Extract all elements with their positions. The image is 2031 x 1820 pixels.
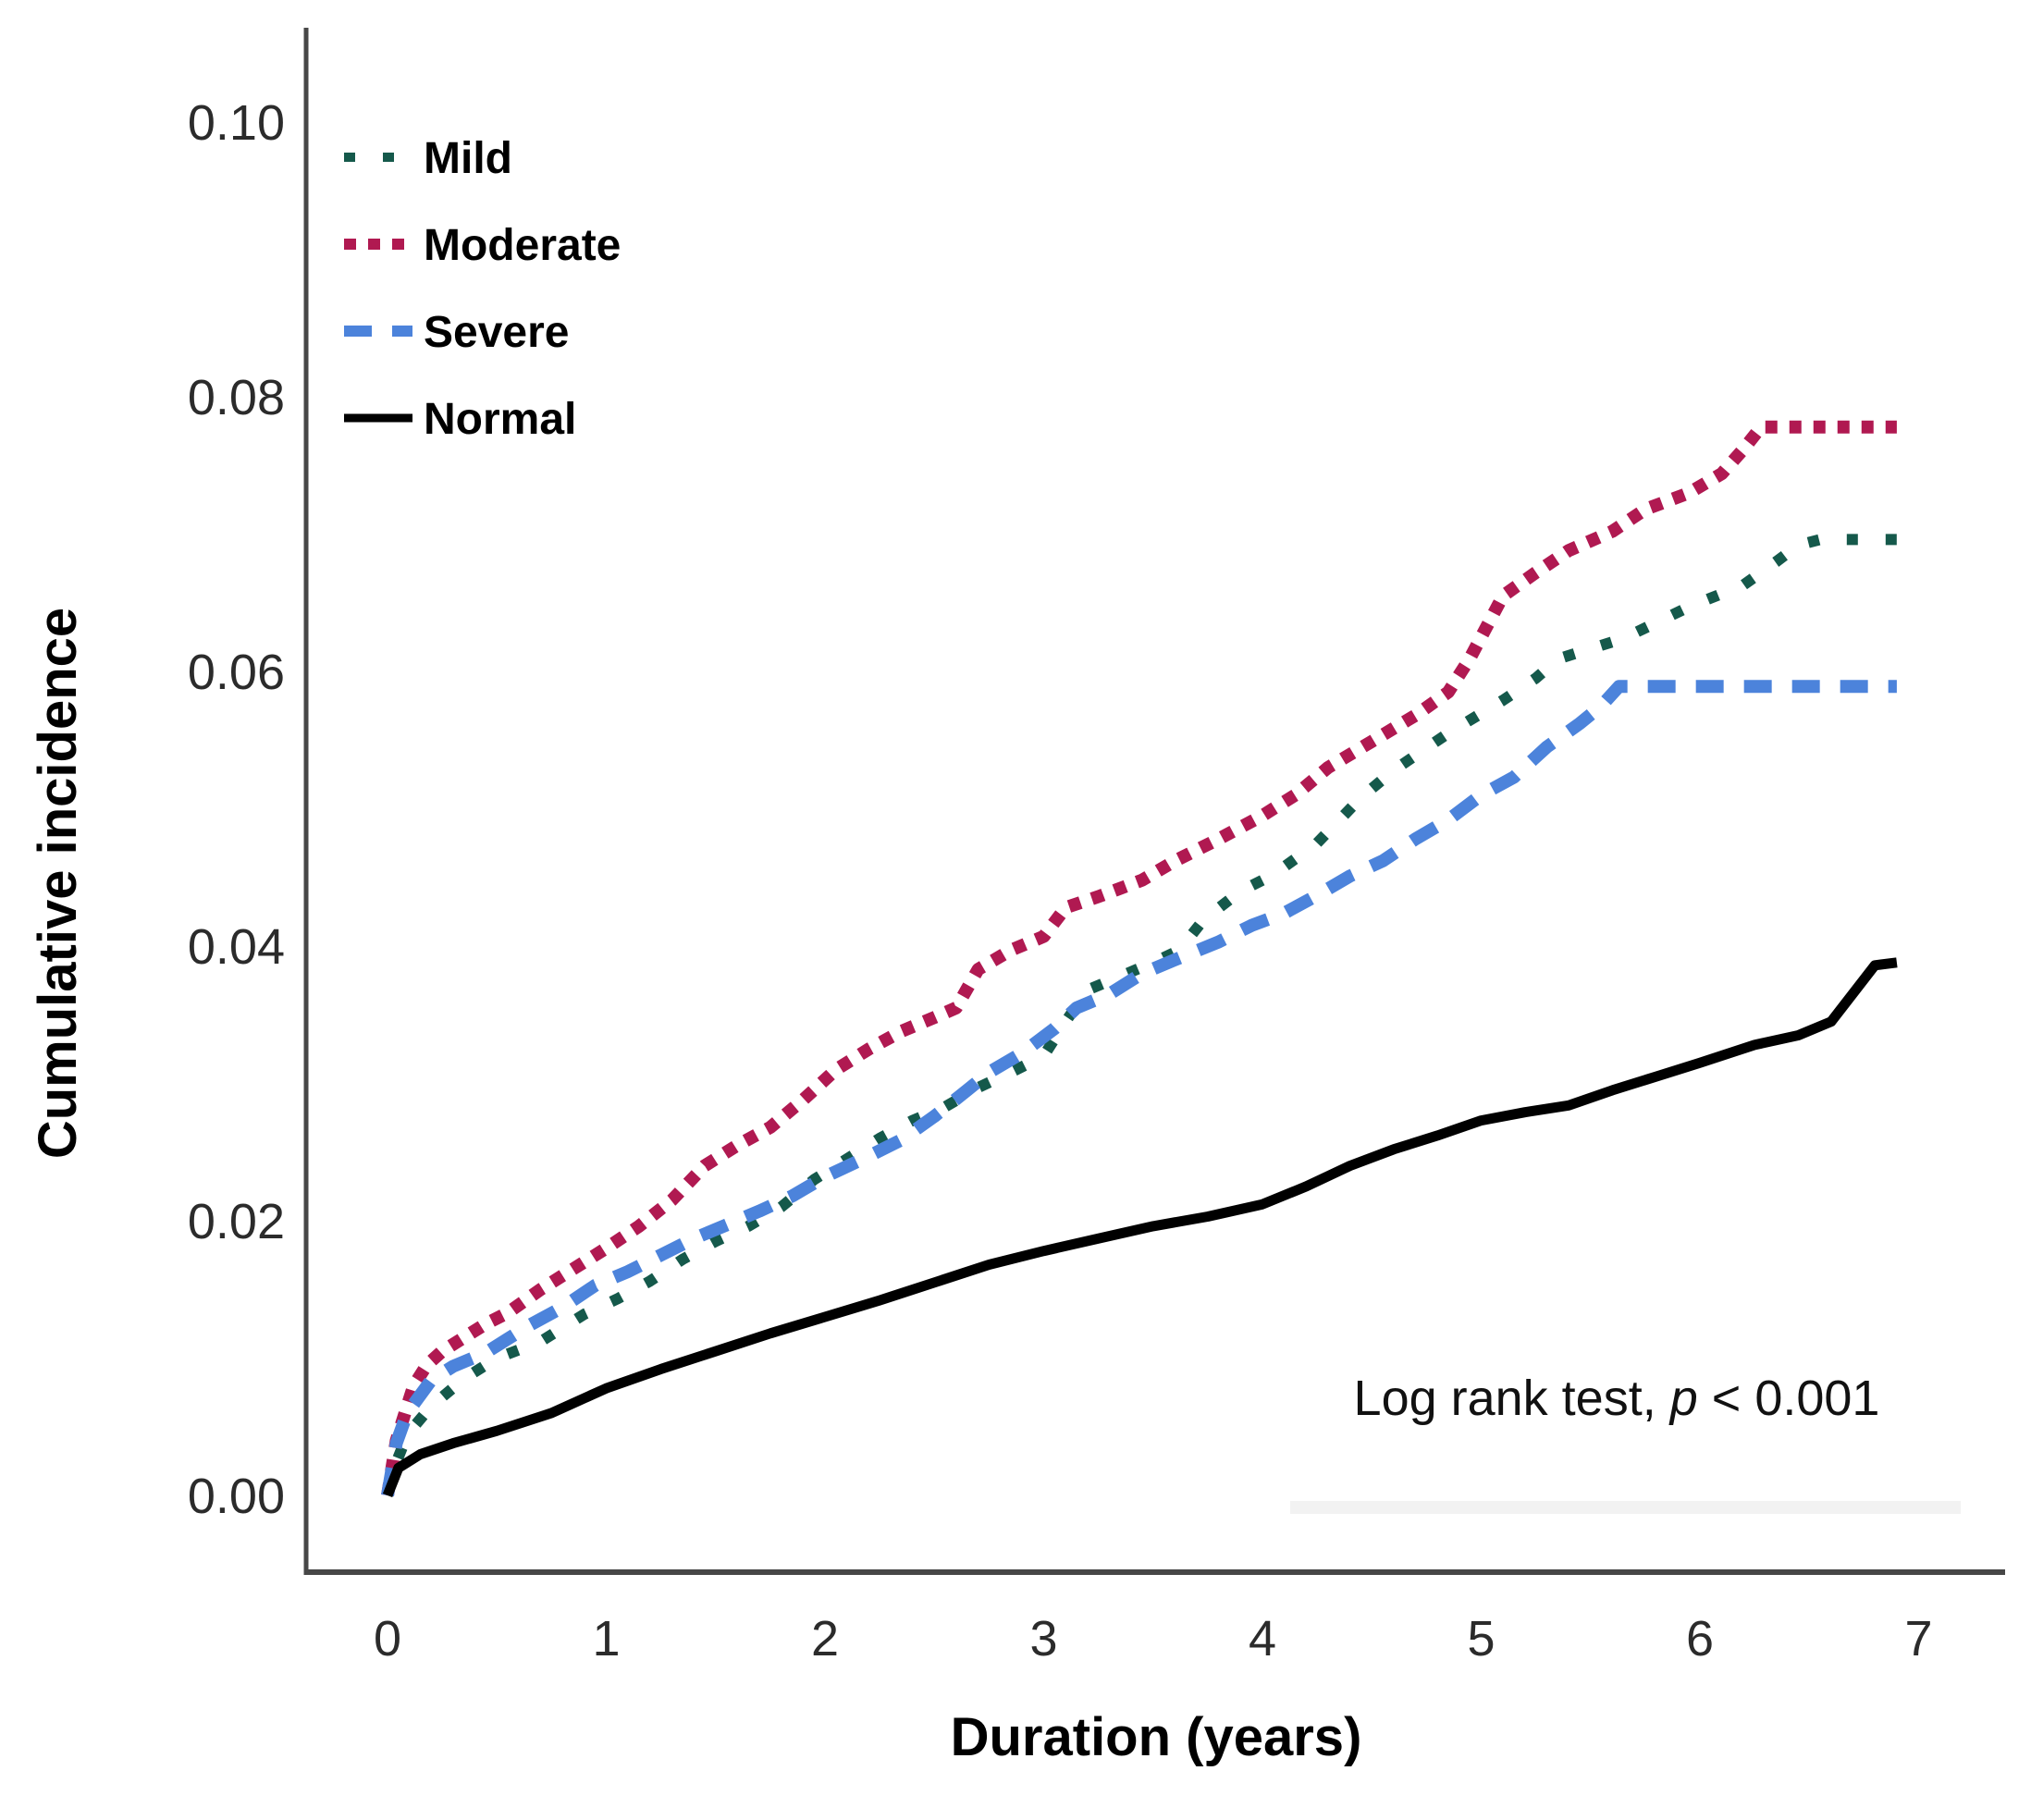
annotation-prefix: Log rank test, — [1354, 1371, 1670, 1426]
series-line-normal — [382, 957, 1898, 1498]
annotation-suffix: < 0.001 — [1698, 1371, 1880, 1426]
legend-label-mild: Mild — [424, 134, 512, 183]
x-axis-title: Duration (years) — [951, 1707, 1362, 1767]
series-line-moderate — [381, 420, 1897, 1497]
y-tick-label-0.04: 0.04 — [188, 919, 285, 975]
x-tick-label-2: 2 — [811, 1611, 839, 1666]
y-tick-label-0.02: 0.02 — [188, 1194, 285, 1249]
y-tick-label-0.00: 0.00 — [188, 1469, 285, 1524]
series-curves — [381, 420, 1898, 1498]
y-axis-tick-labels: 0.00 0.02 0.04 0.06 0.08 0.10 — [188, 95, 285, 1524]
legend: Mild Moderate Severe Normal — [344, 134, 621, 444]
y-tick-label-0.10: 0.10 — [188, 95, 285, 151]
log-rank-annotation: Log rank test, p < 0.001 — [1354, 1371, 1880, 1426]
x-tick-label-3: 3 — [1029, 1611, 1057, 1666]
x-tick-label-1: 1 — [592, 1611, 620, 1666]
annotation-p-symbol: p — [1668, 1371, 1698, 1426]
legend-label-normal: Normal — [424, 395, 576, 444]
x-tick-label-0: 0 — [374, 1611, 401, 1666]
x-tick-label-4: 4 — [1249, 1611, 1276, 1666]
x-tick-label-6: 6 — [1686, 1611, 1714, 1666]
legend-label-moderate: Moderate — [424, 221, 621, 270]
y-tick-label-0.06: 0.06 — [188, 645, 285, 700]
x-tick-label-5: 5 — [1467, 1611, 1495, 1666]
x-axis-tick-labels: 0 1 2 3 4 5 6 7 — [374, 1611, 1933, 1666]
legend-label-severe: Severe — [424, 308, 569, 357]
y-axis-title: Cumulative incidence — [28, 608, 88, 1159]
x-tick-label-7: 7 — [1904, 1611, 1932, 1666]
y-tick-label-0.08: 0.08 — [188, 370, 285, 425]
